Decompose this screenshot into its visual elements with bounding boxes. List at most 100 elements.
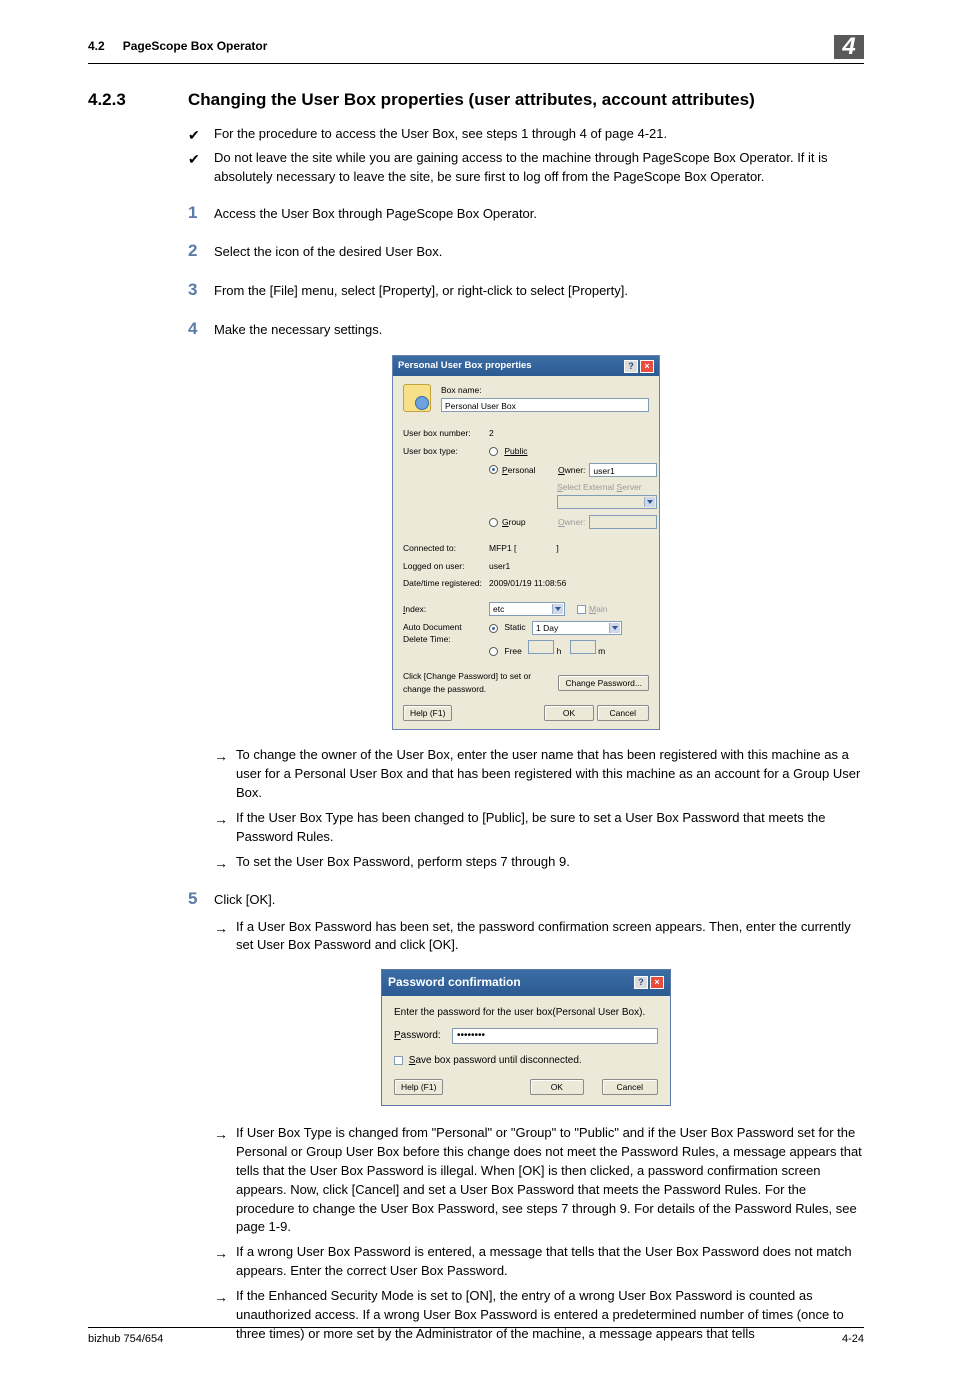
note-item: → If User Box Type is changed from "Pers… bbox=[214, 1124, 864, 1237]
footer-model: bizhub 754/654 bbox=[88, 1332, 163, 1348]
public-radio[interactable] bbox=[489, 447, 498, 456]
hours-unit: h bbox=[557, 646, 562, 656]
group-owner-input bbox=[589, 515, 657, 529]
page-header: 4.2 PageScope Box Operator 4 bbox=[88, 35, 864, 59]
change-password-hint: Click [Change Password] to set or change… bbox=[403, 670, 558, 695]
password-input[interactable]: •••••••• bbox=[452, 1028, 658, 1044]
close-icon[interactable]: × bbox=[640, 360, 654, 373]
external-server-label: Select External Server bbox=[557, 481, 657, 493]
static-radio-label: Static bbox=[504, 622, 525, 632]
group-radio[interactable] bbox=[489, 518, 498, 527]
cancel-button[interactable]: Cancel bbox=[602, 1079, 658, 1095]
step-text: From the [File] menu, select [Property],… bbox=[214, 282, 864, 301]
note-text: If a User Box Password has been set, the… bbox=[236, 918, 864, 956]
note-item: → If a wrong User Box Password is entere… bbox=[214, 1243, 864, 1281]
dialog-titlebar: Personal User Box properties ? × bbox=[393, 356, 659, 376]
connected-label: Connected to: bbox=[403, 542, 489, 554]
help-button[interactable]: Help (F1) bbox=[403, 705, 452, 721]
note-text: If the User Box Type has been changed to… bbox=[236, 809, 864, 847]
free-minutes-input bbox=[570, 640, 596, 654]
boxname-input[interactable]: Personal User Box bbox=[441, 398, 649, 412]
header-chapter-number: 4 bbox=[834, 35, 864, 59]
step-row: 4 Make the necessary settings. bbox=[188, 317, 864, 342]
prereq-item: ✔ Do not leave the site while you are ga… bbox=[188, 149, 864, 187]
note-item: → To set the User Box Password, perform … bbox=[214, 853, 864, 873]
footer-page: 4-24 bbox=[842, 1332, 864, 1348]
help-icon[interactable]: ? bbox=[634, 976, 648, 989]
arrow-icon: → bbox=[214, 918, 236, 956]
page-footer: bizhub 754/654 4-24 bbox=[88, 1327, 864, 1348]
section-heading: 4.2.3 Changing the User Box properties (… bbox=[88, 88, 864, 113]
step-number: 5 bbox=[188, 887, 214, 912]
free-radio[interactable] bbox=[489, 647, 498, 656]
step-row: 1 Access the User Box through PageScope … bbox=[188, 201, 864, 226]
password-label: Password: bbox=[394, 1029, 452, 1044]
header-rule bbox=[88, 63, 864, 64]
dialog-title: Personal User Box properties bbox=[398, 359, 622, 373]
connected-value: MFP1 [] bbox=[489, 542, 649, 554]
step-number: 2 bbox=[188, 239, 214, 264]
password-instruction: Enter the password for the user box(Pers… bbox=[394, 1006, 658, 1021]
prereq-text: For the procedure to access the User Box… bbox=[214, 125, 864, 145]
index-select[interactable]: etc bbox=[489, 602, 565, 616]
help-icon[interactable]: ? bbox=[624, 360, 638, 373]
step-row: 3 From the [File] menu, select [Property… bbox=[188, 278, 864, 303]
logged-user-value: user1 bbox=[489, 560, 649, 572]
main-checkbox-label: Main bbox=[589, 603, 607, 615]
main-checkbox[interactable] bbox=[577, 605, 586, 614]
external-server-select bbox=[557, 495, 657, 509]
public-radio-label: Public bbox=[504, 446, 527, 456]
check-icon: ✔ bbox=[188, 149, 214, 187]
note-text: If a wrong User Box Password is entered,… bbox=[236, 1243, 864, 1281]
section-title: Changing the User Box properties (user a… bbox=[188, 88, 864, 113]
save-password-label: Save box password until disconnected. bbox=[409, 1055, 582, 1066]
step-row: 2 Select the icon of the desired User Bo… bbox=[188, 239, 864, 264]
step-text: Access the User Box through PageScope Bo… bbox=[214, 205, 864, 224]
dialog-title: Password confirmation bbox=[388, 974, 632, 991]
ok-button[interactable]: OK bbox=[530, 1079, 584, 1095]
check-icon: ✔ bbox=[188, 125, 214, 145]
header-section-title: PageScope Box Operator bbox=[123, 38, 834, 55]
password-confirmation-dialog: Password confirmation ? × Enter the pass… bbox=[381, 969, 671, 1106]
static-radio[interactable] bbox=[489, 624, 498, 633]
note-text: To set the User Box Password, perform st… bbox=[236, 853, 864, 873]
reg-date-value: 2009/01/19 11:08:56 bbox=[489, 577, 649, 589]
save-password-checkbox[interactable] bbox=[394, 1056, 403, 1065]
note-text: If User Box Type is changed from "Person… bbox=[236, 1124, 864, 1237]
note-item: → If the User Box Type has been changed … bbox=[214, 809, 864, 847]
arrow-icon: → bbox=[214, 746, 236, 803]
personal-radio[interactable] bbox=[489, 465, 498, 474]
static-select[interactable]: 1 Day bbox=[532, 621, 622, 635]
arrow-icon: → bbox=[214, 853, 236, 873]
box-number-value: 2 bbox=[489, 427, 649, 439]
arrow-icon: → bbox=[214, 1243, 236, 1281]
owner-input[interactable]: user1 bbox=[589, 463, 657, 477]
prereq-text: Do not leave the site while you are gain… bbox=[214, 149, 864, 187]
reg-date-label: Date/time registered: bbox=[403, 577, 489, 589]
arrow-icon: → bbox=[214, 809, 236, 847]
step-number: 1 bbox=[188, 201, 214, 226]
boxname-label: Box name: bbox=[441, 384, 649, 396]
note-item: → If a User Box Password has been set, t… bbox=[214, 918, 864, 956]
step-text: Click [OK]. bbox=[214, 891, 864, 910]
close-icon[interactable]: × bbox=[650, 976, 664, 989]
minutes-unit: m bbox=[598, 646, 605, 656]
box-folder-icon bbox=[403, 384, 431, 412]
help-button[interactable]: Help (F1) bbox=[394, 1079, 443, 1096]
logged-user-label: Logged on user: bbox=[403, 560, 489, 572]
cancel-button[interactable]: Cancel bbox=[597, 705, 649, 721]
personal-radio-label: Personal bbox=[502, 464, 558, 476]
prereq-item: ✔ For the procedure to access the User B… bbox=[188, 125, 864, 145]
change-password-button[interactable]: Change Password... bbox=[558, 675, 649, 691]
free-radio-label: Free bbox=[504, 646, 521, 656]
section-number: 4.2.3 bbox=[88, 88, 188, 113]
note-item: → To change the owner of the User Box, e… bbox=[214, 746, 864, 803]
free-hours-input bbox=[528, 640, 554, 654]
note-text: To change the owner of the User Box, ent… bbox=[236, 746, 864, 803]
user-box-properties-dialog: Personal User Box properties ? × Box nam… bbox=[392, 355, 660, 730]
step-row: 5 Click [OK]. bbox=[188, 887, 864, 912]
box-type-label: User box type: bbox=[403, 445, 489, 457]
dialog-titlebar: Password confirmation ? × bbox=[382, 970, 670, 995]
ok-button[interactable]: OK bbox=[544, 705, 594, 721]
owner-label: Owner: bbox=[558, 464, 585, 476]
